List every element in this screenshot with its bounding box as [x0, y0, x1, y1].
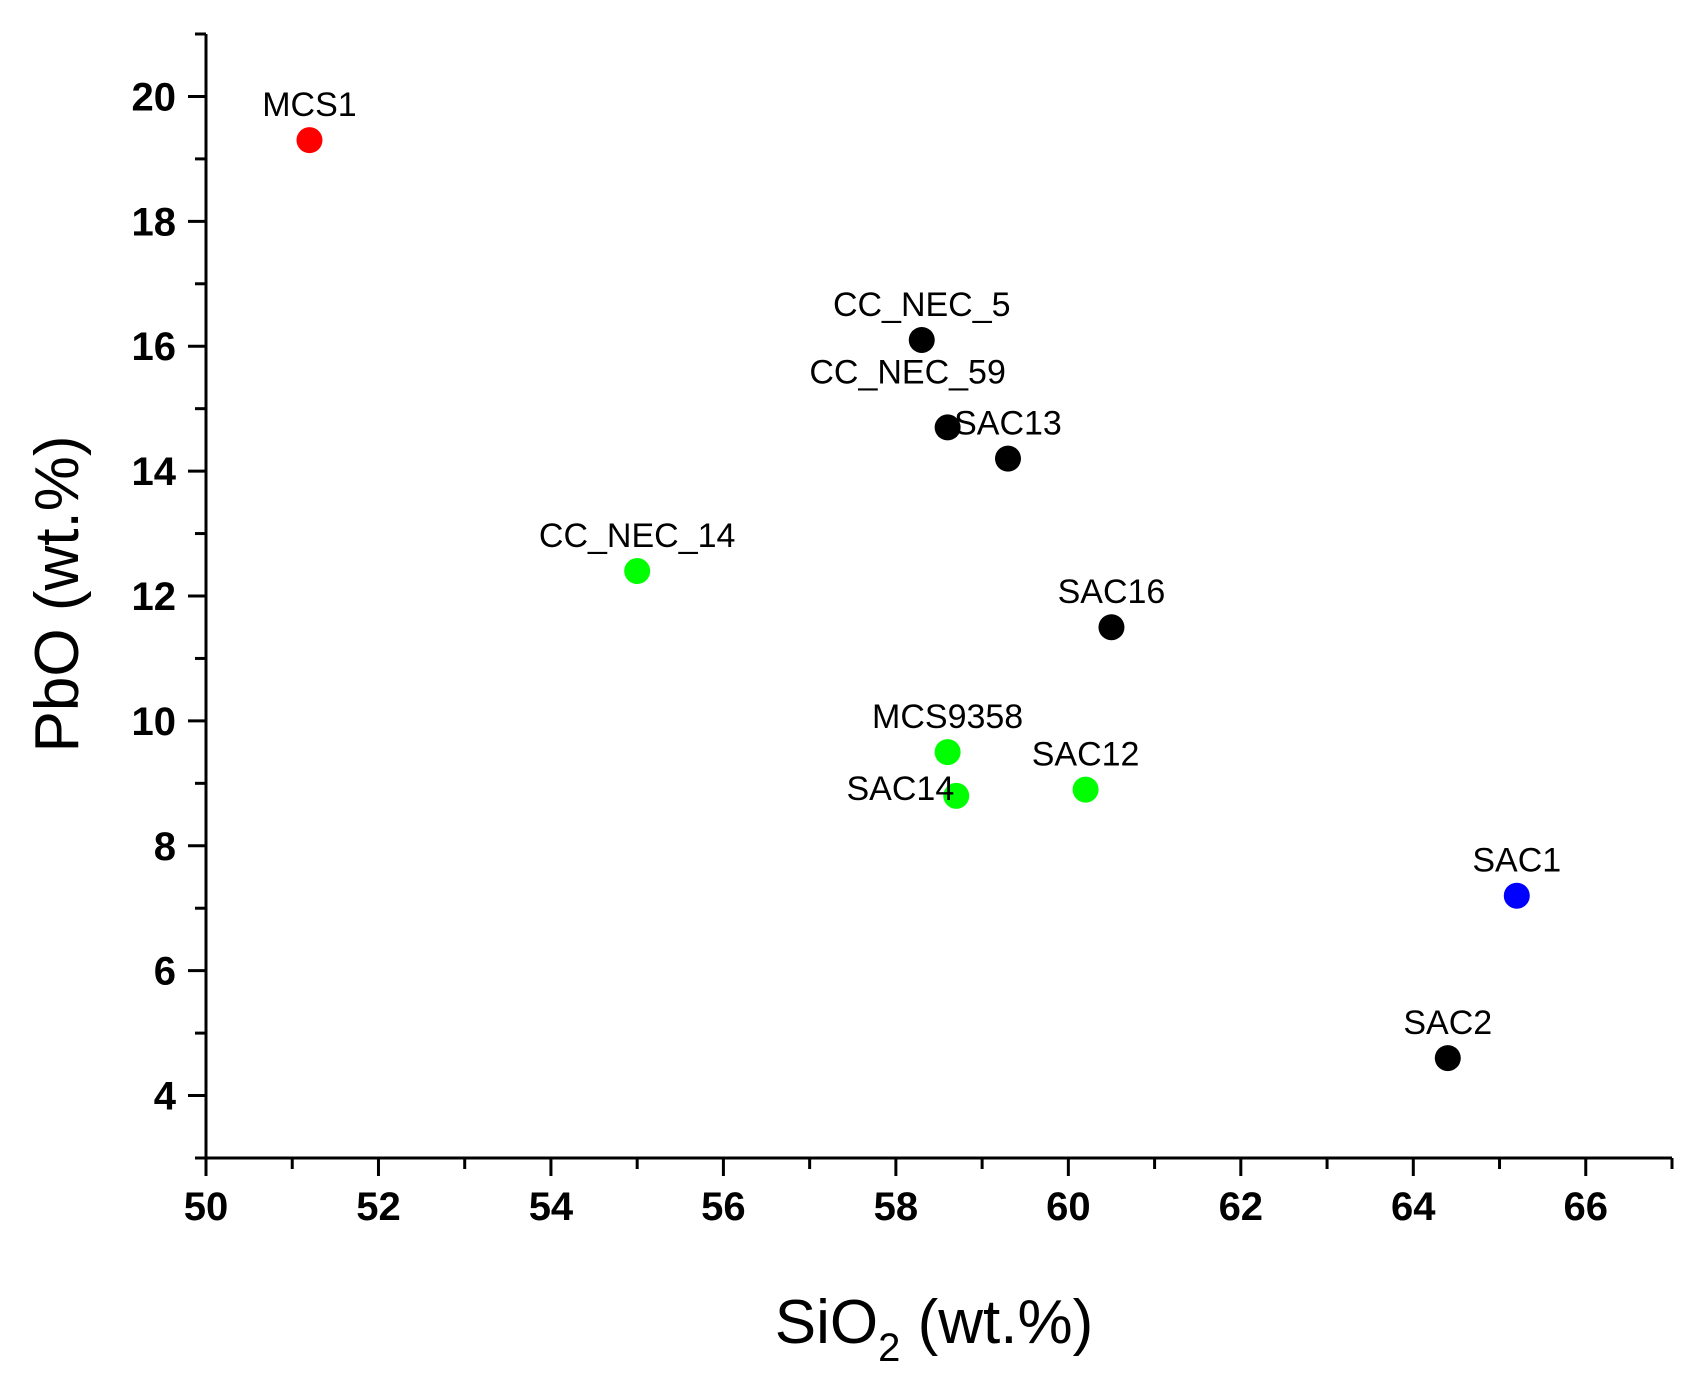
point-label: CC_NEC_5	[833, 286, 1011, 324]
x-tick-label: 64	[1391, 1185, 1436, 1229]
x-tick-label: 66	[1564, 1185, 1609, 1229]
data-point	[934, 739, 961, 766]
data-point	[908, 326, 935, 353]
x-tick-label: 50	[184, 1185, 229, 1229]
x-tick-label: 60	[1046, 1185, 1091, 1229]
point-label: SAC13	[954, 405, 1062, 443]
data-point	[296, 127, 323, 154]
point-label: SAC14	[847, 770, 955, 808]
data-point	[994, 445, 1021, 472]
point-label: CC_NEC_14	[539, 517, 736, 555]
y-tick-label: 16	[132, 325, 177, 369]
x-axis-title-main: SiO	[775, 1288, 878, 1357]
x-tick-label: 54	[529, 1185, 574, 1229]
data-points	[296, 127, 1530, 1072]
y-tick-label: 12	[132, 575, 177, 619]
y-tick-label: 6	[154, 950, 176, 994]
data-point	[1503, 882, 1530, 909]
y-tick-label: 14	[132, 450, 177, 494]
point-label: SAC12	[1032, 736, 1140, 774]
x-axis-title-subscript: 2	[878, 1326, 900, 1370]
y-axis-title: PbO (wt.%)	[23, 436, 92, 753]
point-label: MCS1	[262, 86, 356, 124]
y-tick-label: 8	[154, 825, 176, 869]
data-point	[1072, 776, 1099, 803]
y-tick-label: 4	[154, 1075, 177, 1119]
x-tick-label: 52	[356, 1185, 401, 1229]
data-point	[1434, 1045, 1461, 1072]
point-label: CC_NEC_59	[809, 353, 1006, 391]
x-ticks: 50 52 54 56 58 60 62 64 66	[184, 1158, 1674, 1229]
x-axis-title: SiO2 (wt.%)	[775, 1288, 1093, 1370]
axes: 50 52 54 56 58 60 62 64 66 4 6 8 10 12 14 16 18 20	[132, 32, 1674, 1229]
point-label: MCS9358	[872, 698, 1023, 736]
x-tick-label: 58	[874, 1185, 919, 1229]
point-label: SAC1	[1472, 842, 1561, 880]
x-tick-label: 62	[1219, 1185, 1264, 1229]
point-labels: MCS1 CC_NEC_5 CC_NEC_59 SAC13 CC_NEC_14 SAC16…	[262, 86, 1561, 1042]
point-label: SAC16	[1058, 573, 1166, 611]
y-ticks: 4 6 8 10 12 14 16 18 20	[132, 32, 206, 1160]
data-point	[1098, 614, 1125, 641]
y-tick-label: 10	[132, 700, 177, 744]
data-point	[624, 558, 651, 585]
data-point	[943, 782, 970, 809]
point-label: SAC2	[1403, 1004, 1492, 1042]
y-tick-label: 20	[132, 75, 177, 119]
y-tick-label: 18	[132, 200, 177, 244]
data-point	[934, 414, 961, 441]
x-tick-label: 56	[701, 1185, 746, 1229]
x-axis-title-suffix: (wt.%)	[900, 1288, 1093, 1357]
